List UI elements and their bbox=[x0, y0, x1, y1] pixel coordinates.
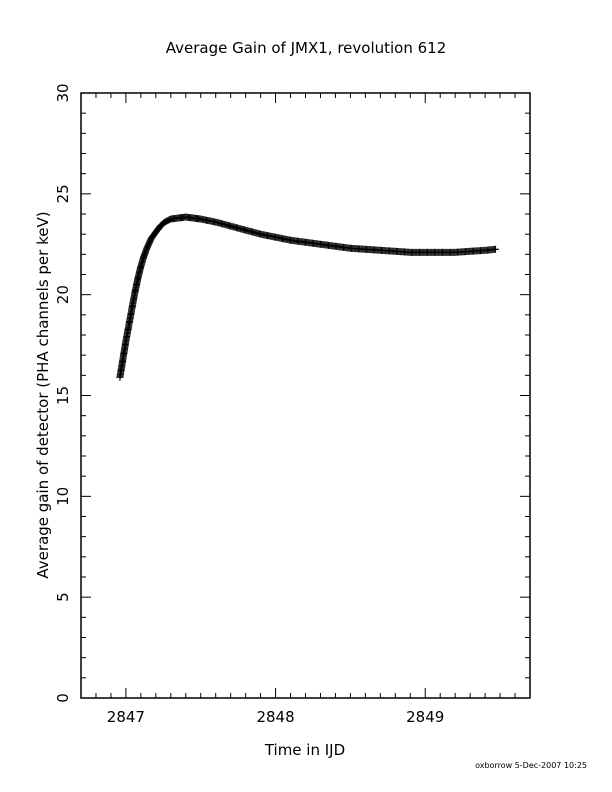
x-tick-label: 2847 bbox=[107, 708, 145, 726]
x-tick-label: 2849 bbox=[406, 708, 444, 726]
data-points bbox=[116, 213, 500, 381]
y-axis-ticks: 0 5 10 15 20 25 30 bbox=[54, 83, 530, 703]
y-tick-label: 15 bbox=[54, 386, 72, 405]
plot-frame bbox=[80, 92, 531, 699]
y-tick-label: 30 bbox=[54, 83, 72, 102]
x-axis-label: Time in IJD bbox=[264, 741, 345, 759]
chart-title: Average Gain of JMX1, revolution 612 bbox=[166, 39, 447, 57]
x-axis-ticks: 2847 2848 2849 bbox=[80, 93, 531, 726]
data-point bbox=[492, 245, 500, 253]
y-tick-label: 0 bbox=[54, 693, 72, 703]
footer-credit: oxborrow 5-Dec-2007 10:25 bbox=[475, 761, 587, 770]
x-tick-label: 2848 bbox=[256, 708, 294, 726]
y-tick-label: 10 bbox=[54, 487, 72, 506]
y-tick-label: 25 bbox=[54, 184, 72, 203]
y-axis-label: Average gain of detector (PHA channels p… bbox=[34, 211, 52, 578]
y-tick-label: 5 bbox=[54, 592, 72, 602]
y-tick-label: 20 bbox=[54, 285, 72, 304]
